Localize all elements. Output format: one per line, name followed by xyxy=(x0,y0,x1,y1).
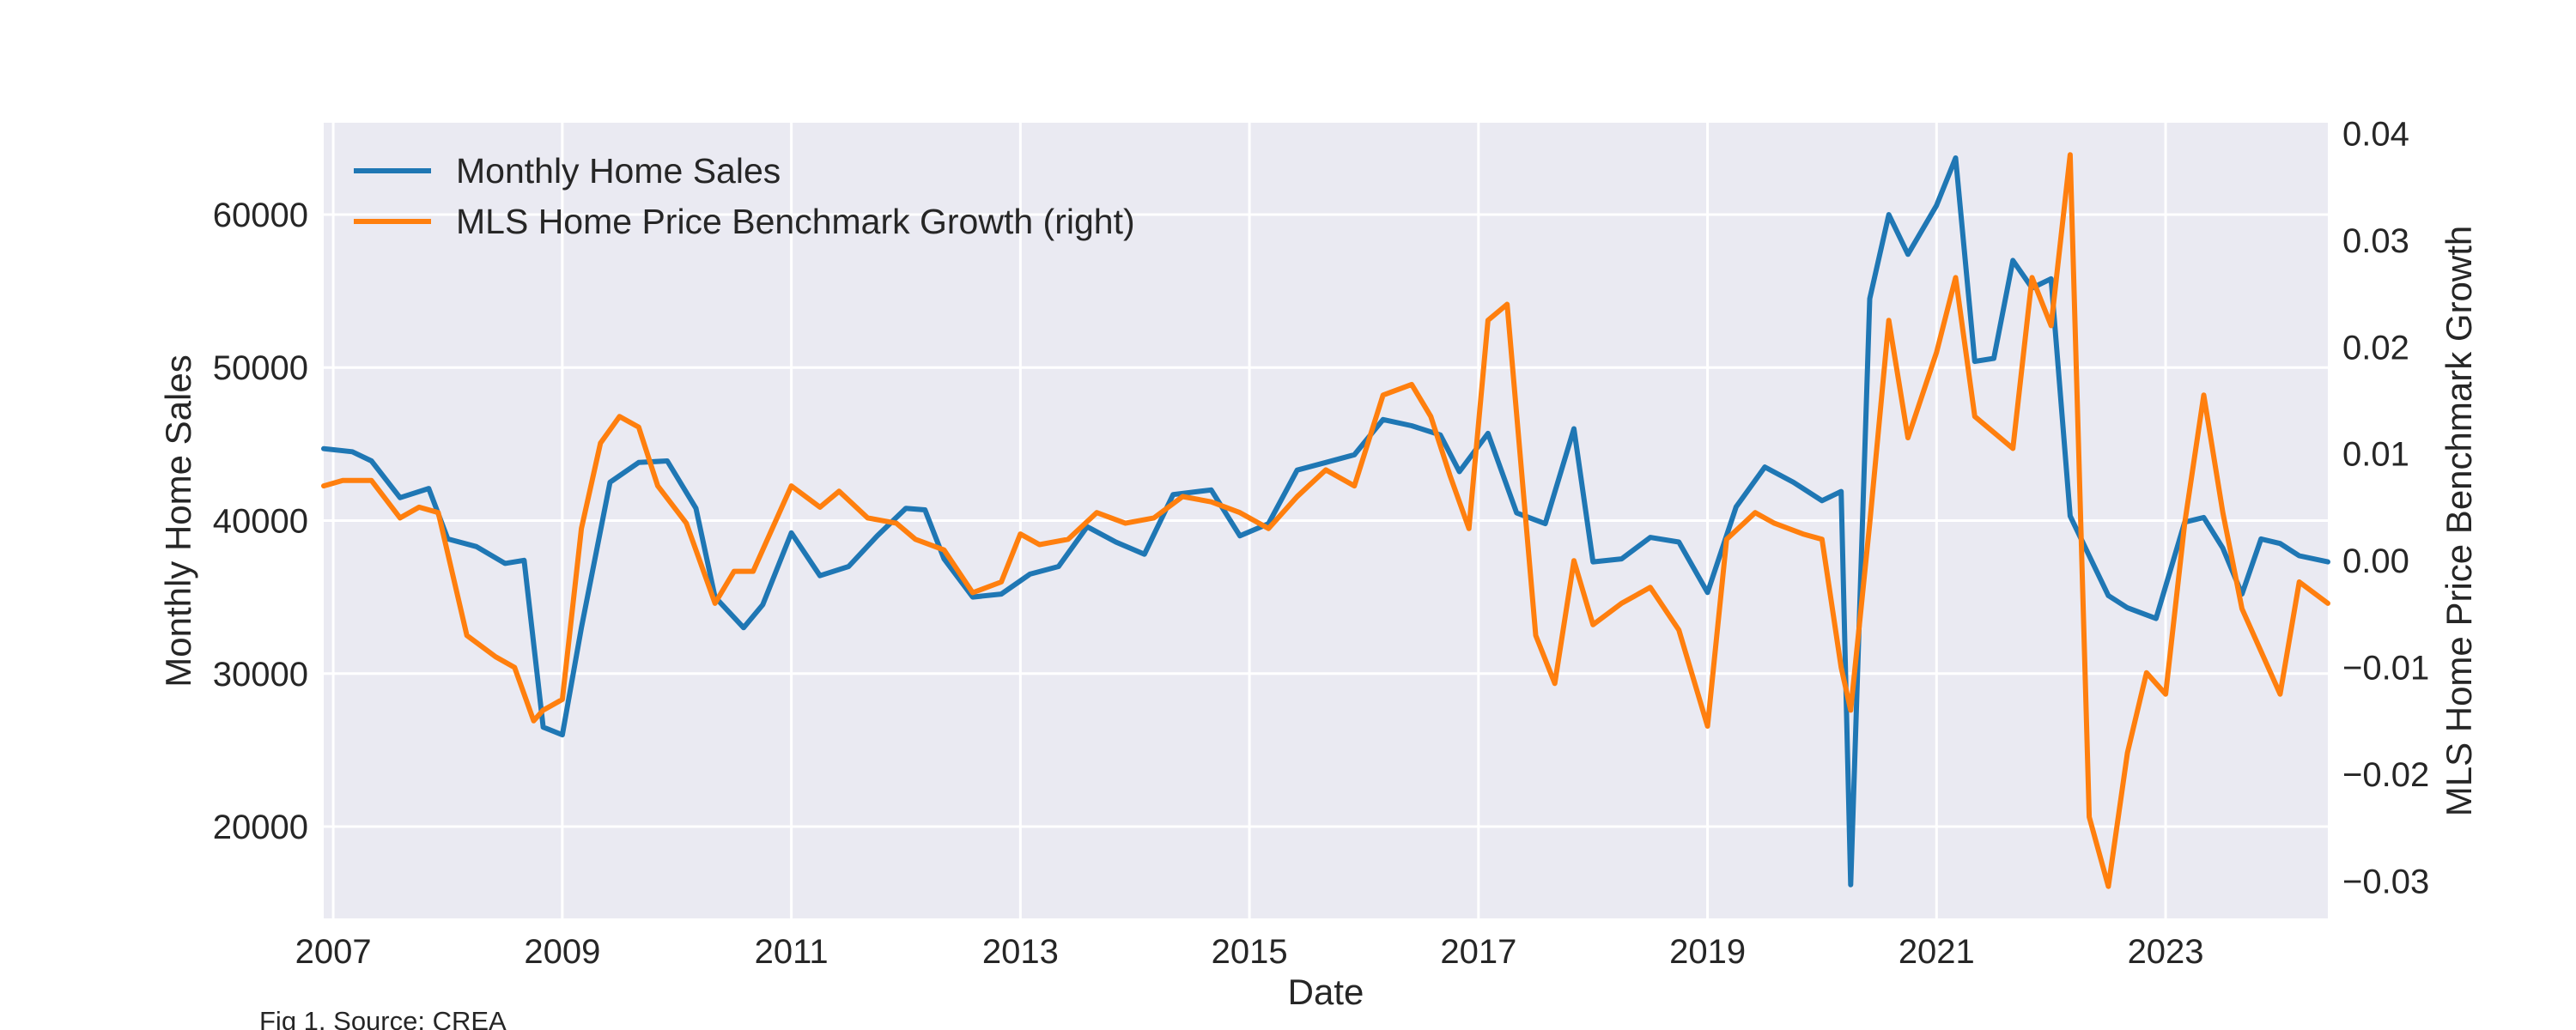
y-left-tick-label: 50000 xyxy=(213,349,308,387)
legend-label-sales: Monthly Home Sales xyxy=(456,151,781,191)
x-tick-label: 2023 xyxy=(2128,933,2204,971)
x-tick-label: 2007 xyxy=(295,933,372,971)
grid xyxy=(324,123,2328,918)
legend-label-growth: MLS Home Price Benchmark Growth (right) xyxy=(456,202,1135,241)
x-tick-label: 2013 xyxy=(982,933,1059,971)
y-left-tick-labels: 20000 30000 40000 50000 60000 xyxy=(213,197,308,846)
y-right-tick-label: −0.01 xyxy=(2342,650,2429,688)
y-right-tick-label: 0.00 xyxy=(2342,542,2409,580)
x-tick-label: 2011 xyxy=(755,933,829,971)
y-left-tick-label: 40000 xyxy=(213,503,308,541)
x-tick-label: 2017 xyxy=(1440,933,1516,971)
y-right-tick-label: 0.04 xyxy=(2342,115,2409,153)
y-right-tick-label: 0.03 xyxy=(2342,222,2409,260)
series-line-price-growth xyxy=(321,152,2330,889)
figure-caption: Fig 1. Source: CREA xyxy=(259,1006,507,1030)
y-right-tick-label: 0.02 xyxy=(2342,329,2409,367)
legend: Monthly Home Sales MLS Home Price Benchm… xyxy=(354,151,1135,241)
y-left-tick-label: 60000 xyxy=(213,197,308,234)
x-tick-labels: 2007 2009 2011 2013 2015 2017 2019 2021 2023 xyxy=(295,933,2204,971)
y-left-tick-label: 20000 xyxy=(213,809,308,846)
x-tick-label: 2021 xyxy=(1899,933,1975,971)
x-tick-label: 2019 xyxy=(1669,933,1746,971)
y-left-tick-label: 30000 xyxy=(213,656,308,694)
x-tick-label: 2009 xyxy=(524,933,600,971)
y-right-tick-label: −0.03 xyxy=(2342,863,2429,900)
y-right-tick-label: 0.01 xyxy=(2342,436,2409,474)
y-right-axis-label: MLS Home Price Benchmark Growth xyxy=(2439,226,2479,817)
series-lines xyxy=(321,152,2330,889)
y-left-axis-label: Monthly Home Sales xyxy=(158,354,198,688)
y-right-tick-label: −0.02 xyxy=(2342,756,2429,794)
x-tick-label: 2015 xyxy=(1212,933,1288,971)
x-axis-label: Date xyxy=(1288,972,1364,1012)
y-right-tick-labels: 0.04 0.03 0.02 0.01 0.00 −0.01 −0.02 −0.03 xyxy=(2342,115,2429,900)
series-line-monthly-home-sales xyxy=(321,155,2330,888)
